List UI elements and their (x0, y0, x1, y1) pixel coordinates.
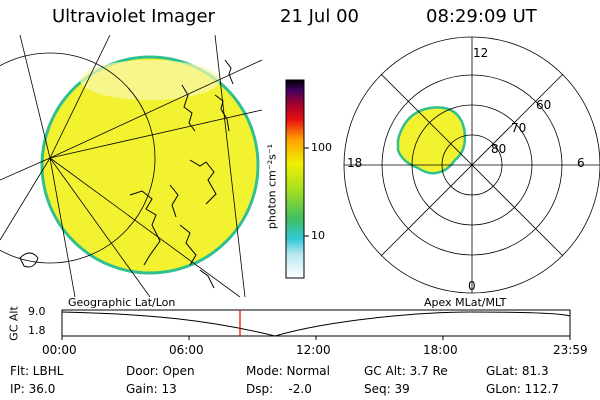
time-label: 08:29:09 UT (426, 6, 537, 27)
time-tick-0000: 00:00 (42, 343, 77, 357)
instrument-title: Ultraviolet Imager (52, 6, 215, 27)
status-seq: Seq: 39 (364, 382, 410, 396)
time-tick-0600: 06:00 (169, 343, 204, 357)
altitude-strip (61, 309, 571, 340)
mlt-label-12: 12 (473, 46, 489, 60)
time-tick-2359: 23:59 (553, 343, 588, 357)
mlt-label-0: 0 (468, 279, 476, 293)
colorbar (285, 79, 305, 279)
lat-label-70: 70 (511, 121, 527, 135)
lat-label-80: 80 (491, 142, 507, 156)
geographic-image (0, 35, 262, 297)
geographic-label: Geographic Lat/Lon (68, 296, 176, 309)
status-dsp: Dsp: -2.0 (246, 382, 312, 396)
alt-tick-high: 9.0 (28, 305, 46, 318)
polar-plot (343, 36, 600, 294)
lat-label-60: 60 (536, 98, 552, 112)
mlt-label-6: 6 (577, 156, 585, 170)
status-ip: IP: 36.0 (10, 382, 56, 396)
alt-tick-low: 1.8 (28, 324, 46, 337)
status-door: Door: Open (126, 364, 195, 378)
colorbar-tick-10: 10 (311, 229, 325, 242)
date-label: 21 Jul 00 (280, 6, 359, 27)
time-tick-1200: 12:00 (296, 343, 331, 357)
status-glat: GLat: 81.3 (486, 364, 549, 378)
gc-alt-axis-label: GC Alt (7, 306, 21, 341)
mlt-label-18: 18 (347, 156, 363, 170)
colorbar-unit-label: photon cm⁻²s⁻¹ (265, 143, 279, 230)
apex-label: Apex MLat/MLT (424, 296, 507, 309)
status-flt: Flt: LBHL (10, 364, 64, 378)
status-mode: Mode: Normal (246, 364, 330, 378)
colorbar-tick-100: 100 (311, 141, 332, 154)
time-tick-1800: 18:00 (423, 343, 458, 357)
status-glon: GLon: 112.7 (486, 382, 559, 396)
status-gc-alt: GC Alt: 3.7 Re (364, 364, 448, 378)
status-gain: Gain: 13 (126, 382, 177, 396)
